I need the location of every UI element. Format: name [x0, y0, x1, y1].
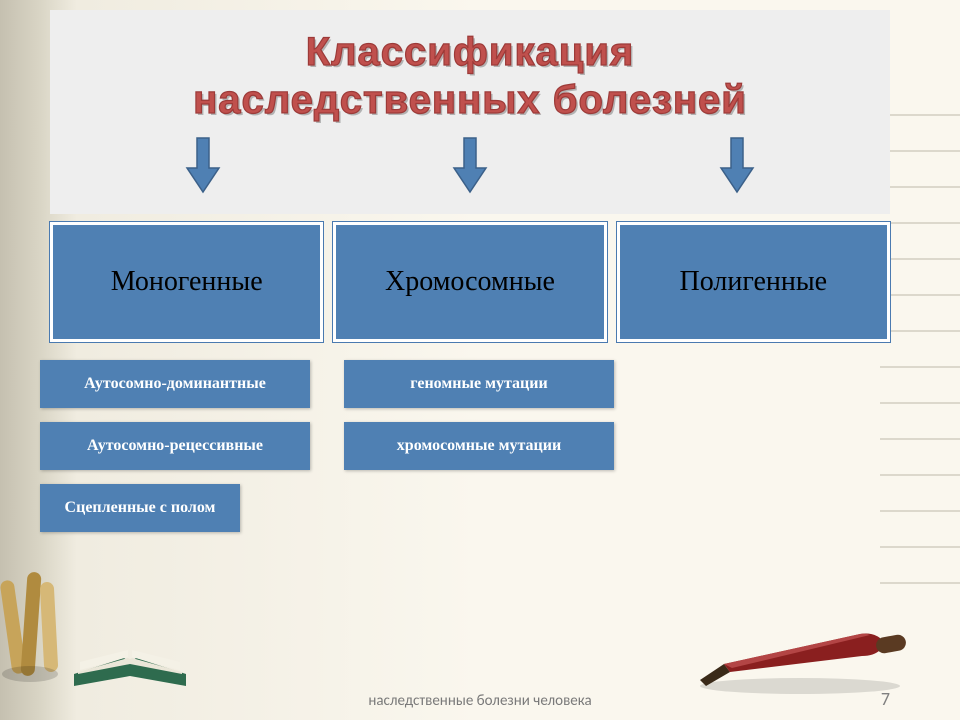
- category-box: Хромосомные: [333, 222, 606, 342]
- sub-label: Аутосомно-рецессивные: [87, 437, 263, 455]
- notebook-rules: [880, 80, 960, 600]
- category-box: Моногенные: [50, 222, 323, 342]
- title-line-2: наследственных болезней: [70, 76, 870, 124]
- page-number: 7: [881, 688, 890, 710]
- category-label: Хромосомные: [385, 266, 555, 298]
- slide-page: Классификация наследственных болезней Мо…: [0, 0, 960, 720]
- sub-col-2: геномные мутации хромосомные мутации: [344, 360, 614, 532]
- sub-col-1: Аутосомно-доминантные Аутосомно-рецессив…: [40, 360, 310, 532]
- sub-box: Аутосомно-доминантные: [40, 360, 310, 408]
- category-label: Полигенные: [680, 266, 828, 298]
- footer-text: наследственные болезни человека: [0, 692, 960, 710]
- title-line-1: Классификация: [70, 28, 870, 76]
- sub-box: Аутосомно-рецессивные: [40, 422, 310, 470]
- category-row: Моногенные Хромосомные Полигенные: [50, 222, 890, 342]
- sub-label: геномные мутации: [410, 375, 547, 393]
- sub-box: хромосомные мутации: [344, 422, 614, 470]
- slide-body: Классификация наследственных болезней Мо…: [50, 10, 890, 532]
- title-block: Классификация наследственных болезней: [50, 10, 890, 214]
- arrows-row: [70, 136, 870, 194]
- sub-box: Сцепленные с полом: [40, 484, 240, 532]
- sub-label: Сцепленные с полом: [65, 499, 216, 517]
- sub-label: хромосомные мутации: [397, 437, 561, 455]
- sub-box: геномные мутации: [344, 360, 614, 408]
- category-label: Моногенные: [111, 266, 263, 298]
- category-box: Полигенные: [617, 222, 890, 342]
- book-decor-icon: [70, 618, 190, 698]
- arrow-down-icon: [450, 136, 490, 194]
- sub-row: Аутосомно-доминантные Аутосомно-рецессив…: [50, 360, 890, 532]
- sub-label: Аутосомно-доминантные: [84, 375, 266, 393]
- arrow-down-icon: [717, 136, 757, 194]
- arrow-down-icon: [183, 136, 223, 194]
